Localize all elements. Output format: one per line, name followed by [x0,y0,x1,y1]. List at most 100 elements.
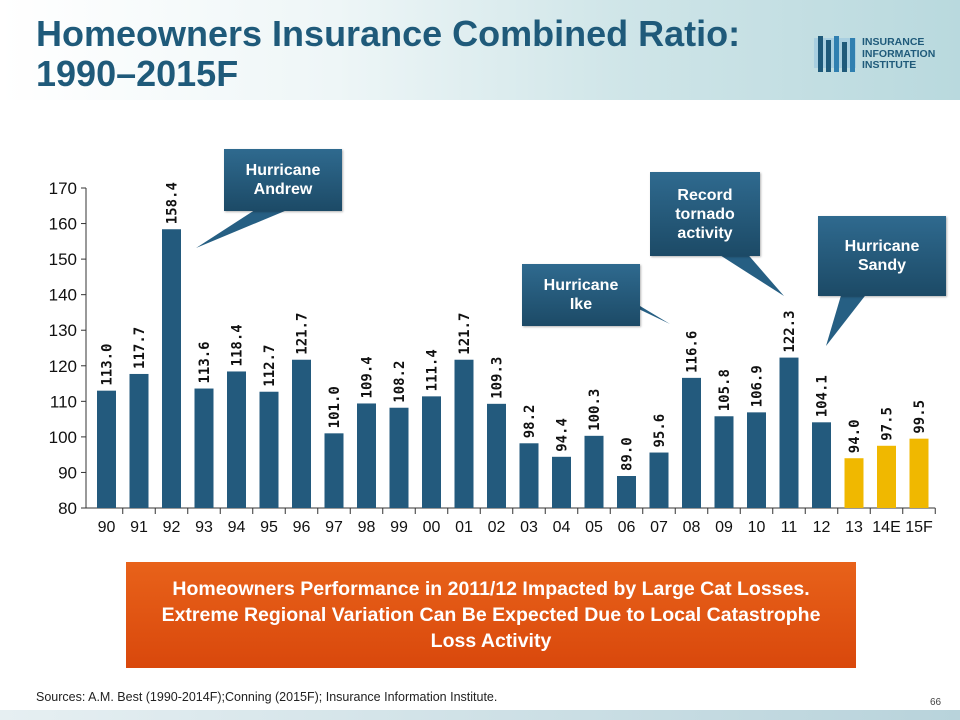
x-tick-label: 09 [715,519,733,536]
callout-pointers [196,208,868,346]
bar-value-label: 101.0 [327,386,343,428]
y-tick-label: 110 [50,392,77,411]
y-tick-label: 150 [49,250,77,269]
bar-value-label: 95.6 [652,414,668,448]
x-tick-label: 11 [781,519,798,536]
bar [422,396,441,508]
y-tick-label: 100 [49,428,77,447]
iii-logo: INSURANCE INFORMATION INSTITUTE [814,36,954,76]
combined-ratio-chart: 113.0 117.7 158.4 113.6 118.4 112.7 121.7 101.0… [49,179,936,536]
callout-text: Hurricane Andrew [245,162,321,198]
x-tick-label: 02 [488,519,506,536]
callout-hurricane-sandy: Hurricane Sandy [818,216,946,296]
bar-value-label: 106.9 [750,365,766,407]
bar [129,373,149,508]
page-title: Homeowners Insurance Combined Ratio: 199… [36,13,741,94]
bar [259,391,279,508]
bar [97,390,116,508]
bar-value-label: 97.5 [880,407,896,441]
bar-value-label: 105.8 [717,369,733,411]
bar [779,357,799,508]
x-tick-label: 06 [618,519,636,536]
bar [877,445,896,508]
y-tick-label: 170 [49,179,77,198]
bar-value-label: 121.7 [457,313,473,355]
bar [812,422,831,508]
x-tick-label: 15F [905,519,933,536]
header-band [0,0,960,100]
chart-tick-labels: 80 90 100 110 120 130 140 150 160 170 90 91 92 93 94 95… [49,179,933,536]
bar-value-label: 116.6 [685,331,701,373]
x-tick-label: 12 [813,519,831,536]
bar-value-label: 104.1 [815,375,831,417]
x-tick-label: 99 [390,519,408,536]
performance-note-text: Homeowners Performance in 2011/12 Impact… [161,578,821,652]
y-tick-label: 90 [58,463,77,482]
x-tick-label: 94 [228,519,246,536]
callout-text: Record tornado activity [675,186,735,242]
x-tick-label: 03 [520,519,538,536]
x-tick-label: 91 [130,519,148,536]
x-tick-label: 00 [423,519,441,536]
bar [909,438,929,508]
bar-value-label: 109.4 [360,356,376,398]
callout-text: Hurricane Ike [543,277,619,313]
x-tick-label: 98 [358,519,376,536]
callout-record-tornado: Record tornado activity [650,172,760,256]
bar-value-label: 99.5 [912,400,928,434]
bar [162,229,181,508]
x-tick-label: 07 [650,519,668,536]
page-number: 66 [930,697,942,708]
bar-value-label: 100.3 [587,389,603,431]
bar-value-label: 117.7 [132,327,148,369]
bar [389,407,409,508]
bar-value-label: 108.2 [392,361,408,403]
iii-logo-icon [814,36,856,72]
bar-value-label: 98.2 [522,405,538,439]
bar [227,371,246,508]
pointer-andrew [196,208,292,248]
bar [487,403,506,508]
x-tick-label: 92 [163,519,181,536]
chart-value-labels: 113.0 117.7 158.4 113.6 118.4 112.7 121.7 101.0… [100,182,929,471]
bar-value-label: 89.0 [620,437,636,471]
callout-text: Hurricane Sandy [844,238,920,274]
bar-value-label: 121.7 [295,313,311,355]
x-tick-label: 08 [683,519,701,536]
bar-value-label: 94.0 [847,420,863,454]
bar-value-label: 158.4 [165,182,181,224]
bar [747,412,766,508]
bar [844,458,864,508]
x-tick-label: 90 [98,519,116,536]
bar [357,403,376,508]
pointer-tornado [712,250,784,296]
x-tick-label: 14E [872,519,900,536]
callout-hurricane-ike: Hurricane Ike [522,264,640,326]
logo-text: INSURANCE INFORMATION INSTITUTE [862,36,936,71]
bar-value-label: 109.3 [490,357,506,399]
bar [649,452,669,508]
x-tick-label: 13 [845,519,863,536]
bar [194,388,214,508]
chart-bars [97,229,929,508]
x-tick-label: 95 [260,519,278,536]
bar [324,433,344,508]
bar [292,359,311,508]
y-tick-label: 130 [49,321,77,340]
x-tick-label: 05 [585,519,603,536]
callout-hurricane-andrew: Hurricane Andrew [224,149,342,211]
bottom-band [0,710,960,720]
x-tick-label: 04 [553,519,571,536]
bar [617,476,636,508]
bar-value-label: 112.7 [262,345,278,387]
y-tick-label: 160 [49,215,77,234]
performance-note: Homeowners Performance in 2011/12 Impact… [126,562,856,668]
bar [454,359,474,508]
bar [584,435,604,508]
bar-value-label: 111.4 [425,349,441,391]
y-tick-label: 80 [58,499,77,518]
bar [552,456,571,508]
pointer-sandy [826,292,868,346]
x-tick-label: 96 [293,519,311,536]
bar [519,443,539,508]
